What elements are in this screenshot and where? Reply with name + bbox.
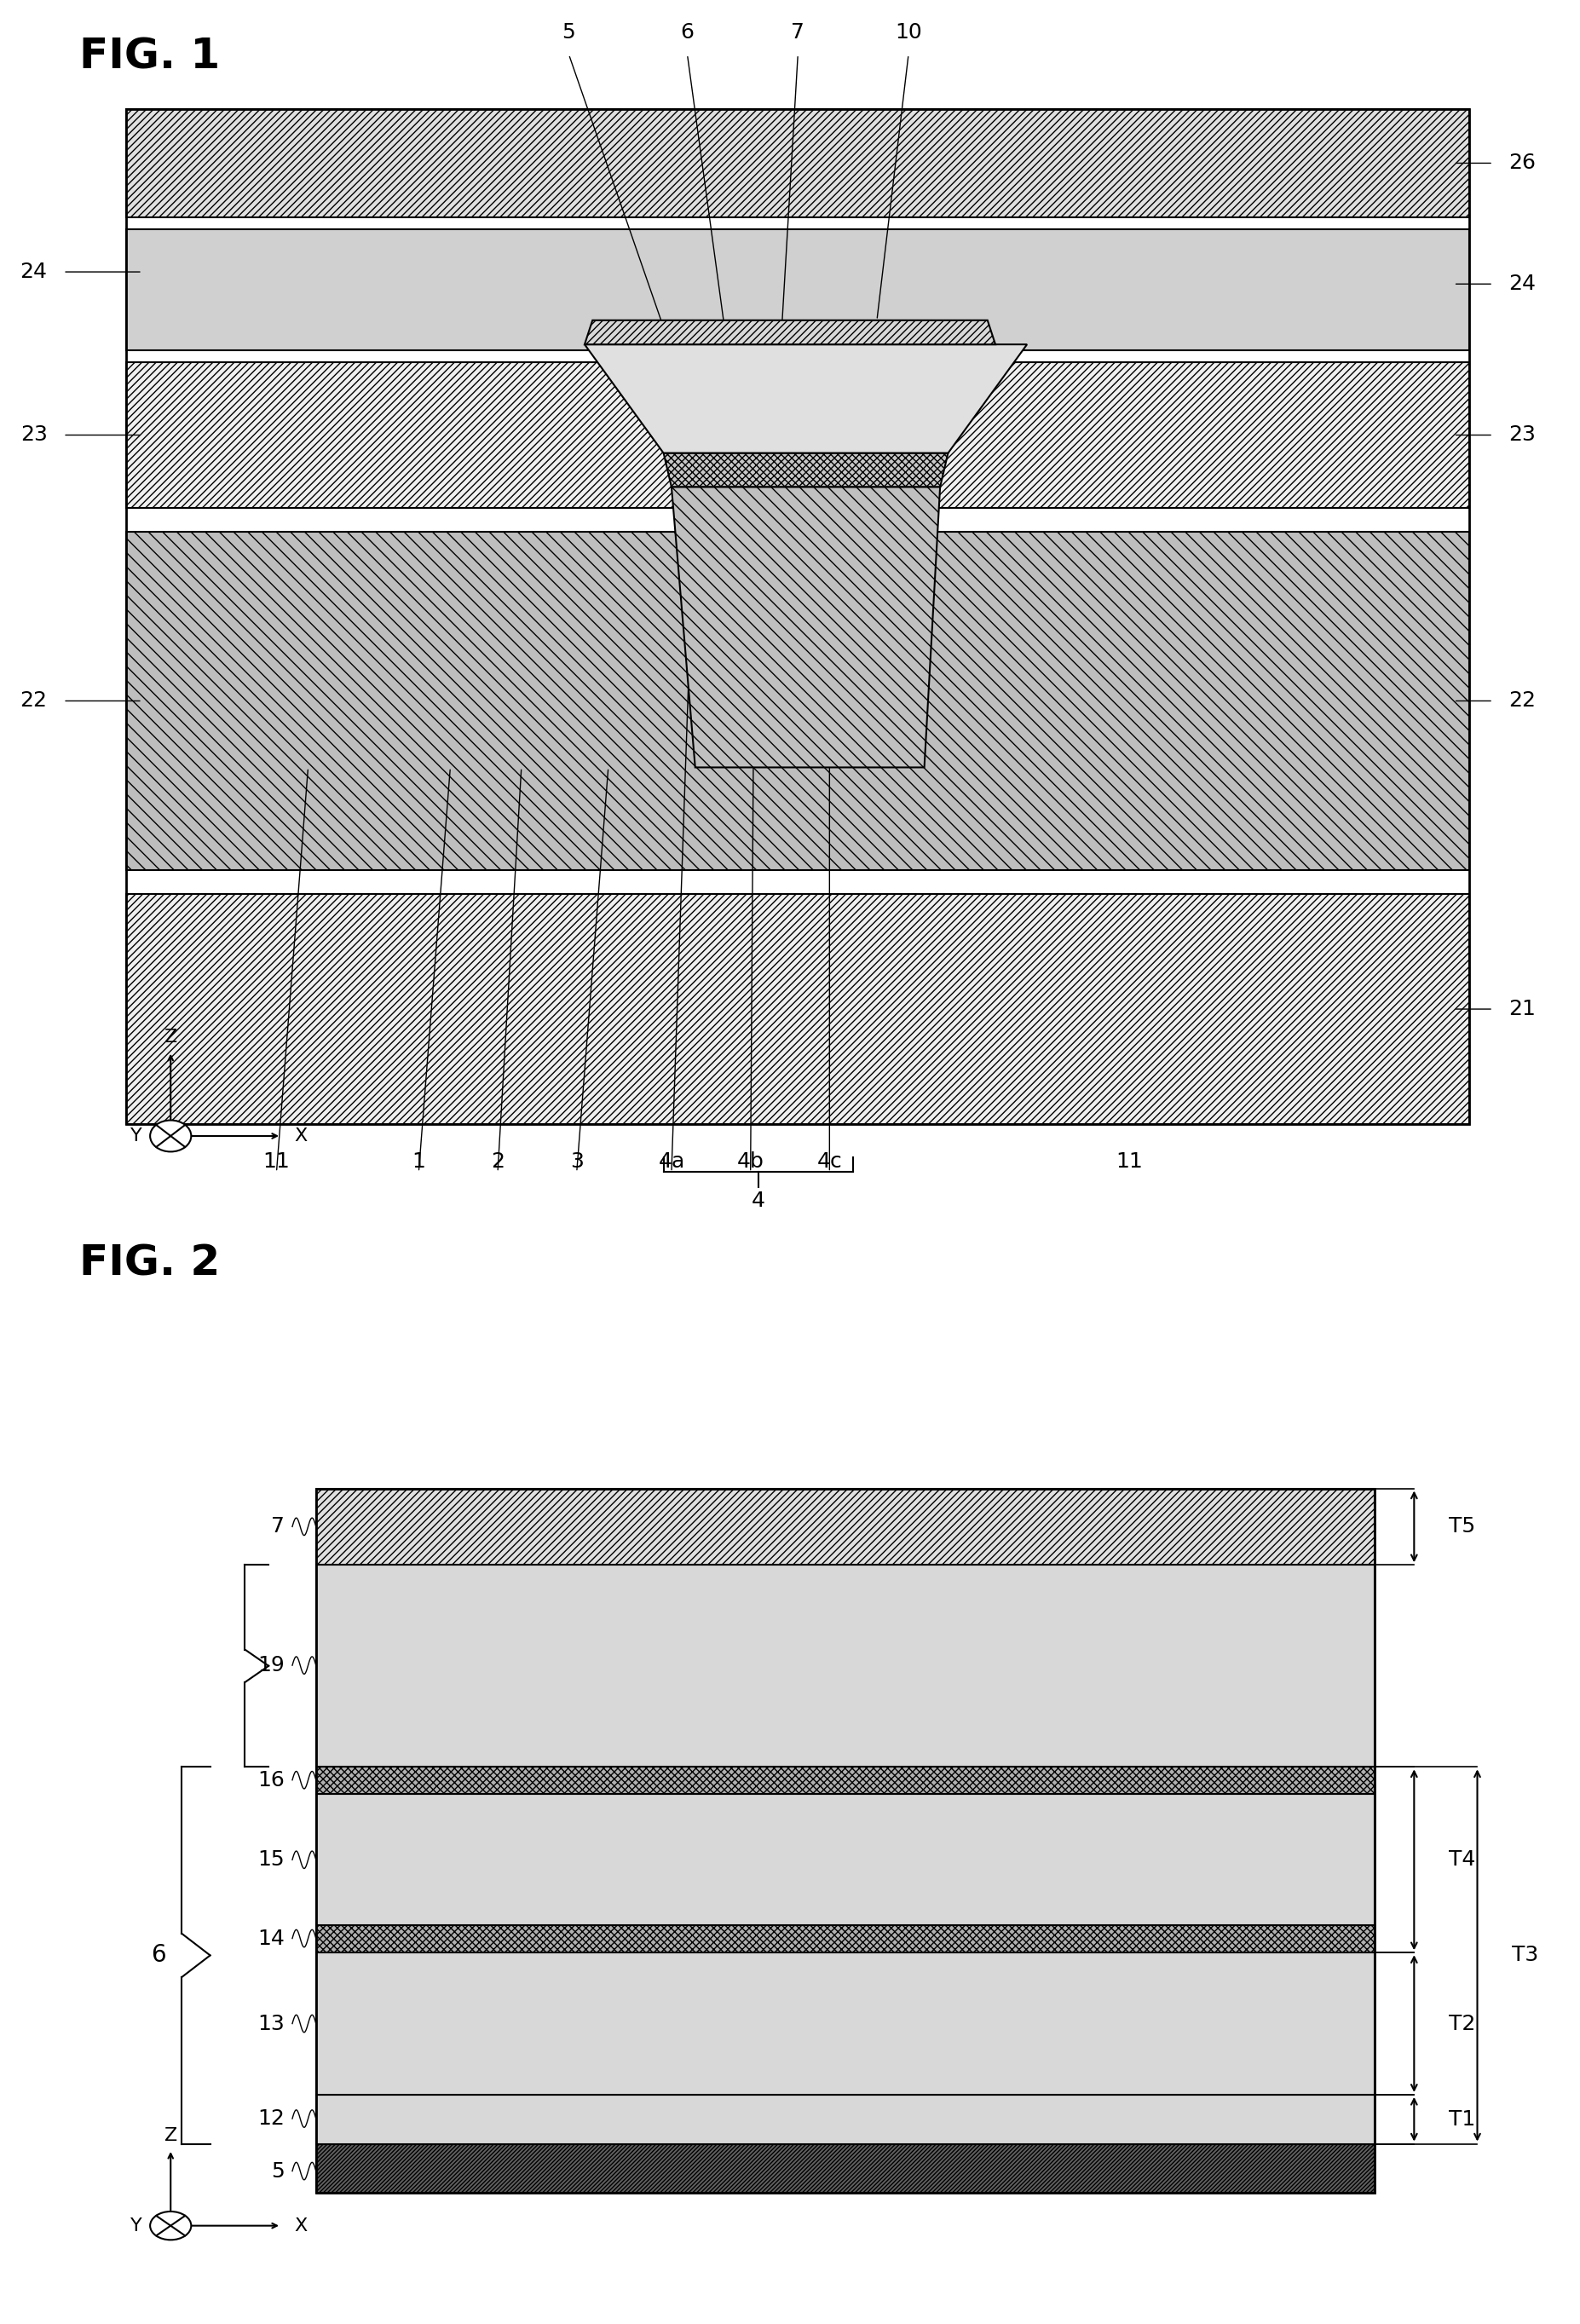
Bar — [316, 1487, 1375, 2194]
Text: 21: 21 — [1509, 999, 1536, 1020]
Bar — [316, 1952, 1375, 2094]
Text: 11: 11 — [1115, 1153, 1144, 1171]
Text: T1: T1 — [1449, 2108, 1476, 2129]
Text: 24: 24 — [1509, 274, 1536, 295]
Text: 4c: 4c — [817, 1153, 842, 1171]
Bar — [126, 109, 1469, 1125]
Bar — [316, 1564, 1375, 1766]
Text: X: X — [294, 1127, 307, 1143]
Circle shape — [150, 2212, 191, 2240]
Bar — [316, 1794, 1375, 1924]
Bar — [126, 230, 1469, 351]
Text: 22: 22 — [21, 690, 47, 711]
Polygon shape — [672, 488, 940, 767]
Text: 6: 6 — [681, 21, 694, 42]
Text: 23: 23 — [1509, 425, 1536, 446]
Text: 10: 10 — [894, 21, 923, 42]
Text: Z: Z — [164, 1027, 177, 1046]
Bar — [126, 363, 1469, 507]
Text: 24: 24 — [21, 263, 47, 281]
Text: 5: 5 — [272, 2161, 284, 2182]
Text: 26: 26 — [1509, 153, 1536, 174]
Text: 3: 3 — [570, 1153, 583, 1171]
Text: 4a: 4a — [659, 1153, 684, 1171]
Polygon shape — [585, 321, 995, 344]
Text: 11: 11 — [262, 1153, 291, 1171]
Text: 1: 1 — [412, 1153, 425, 1171]
Text: 7: 7 — [270, 1515, 284, 1536]
Bar — [316, 2094, 1375, 2143]
Text: FIG. 2: FIG. 2 — [79, 1243, 220, 1283]
Bar — [316, 1487, 1375, 1564]
Text: 4b: 4b — [736, 1153, 765, 1171]
Text: 2: 2 — [491, 1153, 504, 1171]
Text: T5: T5 — [1449, 1515, 1476, 1536]
Text: T4: T4 — [1449, 1850, 1476, 1871]
Text: 7: 7 — [792, 21, 804, 42]
Text: FIG. 1: FIG. 1 — [79, 37, 220, 77]
Text: 5: 5 — [562, 21, 575, 42]
Text: Y: Y — [131, 1127, 142, 1143]
Text: 4: 4 — [752, 1190, 765, 1211]
Text: 13: 13 — [258, 2013, 284, 2034]
Text: 6: 6 — [150, 1943, 166, 1968]
Text: Y: Y — [131, 2217, 142, 2233]
Circle shape — [150, 1120, 191, 1153]
Text: 23: 23 — [21, 425, 47, 446]
Text: T2: T2 — [1449, 2013, 1476, 2034]
Bar — [126, 109, 1469, 218]
Polygon shape — [664, 453, 948, 488]
Text: X: X — [294, 2217, 307, 2233]
Bar — [126, 895, 1469, 1125]
Bar — [126, 532, 1469, 869]
Text: 19: 19 — [258, 1655, 284, 1676]
Text: 14: 14 — [258, 1929, 284, 1948]
Text: 15: 15 — [258, 1850, 284, 1871]
Text: 12: 12 — [258, 2108, 284, 2129]
Text: 22: 22 — [1509, 690, 1536, 711]
Text: 16: 16 — [258, 1771, 284, 1789]
Bar — [316, 1924, 1375, 1952]
Text: T3: T3 — [1512, 1945, 1539, 1966]
Bar — [316, 2143, 1375, 2194]
Text: Z: Z — [164, 2126, 177, 2143]
Polygon shape — [585, 344, 1027, 453]
Bar — [316, 1766, 1375, 1794]
